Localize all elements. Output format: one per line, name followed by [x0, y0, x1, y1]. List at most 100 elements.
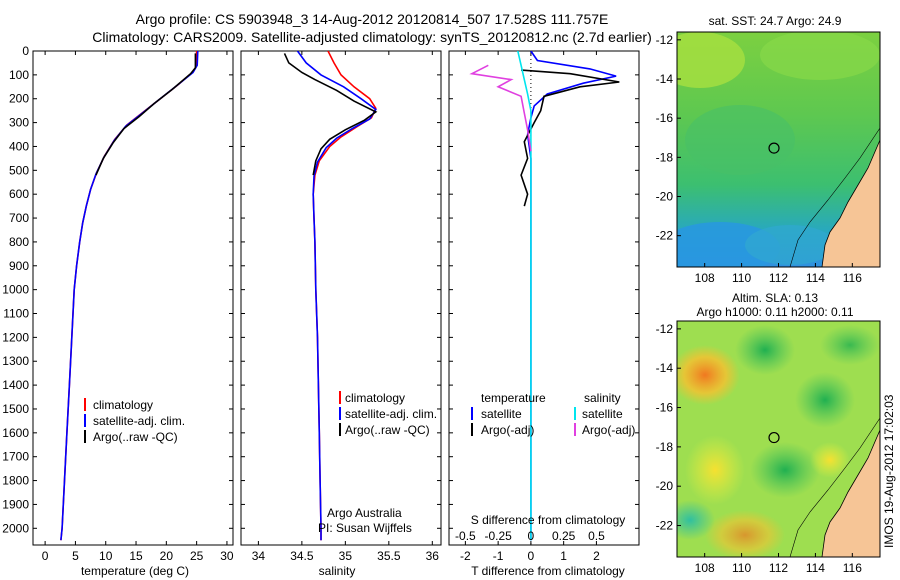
legend-s-satellite: satellite	[582, 407, 623, 421]
legend-s-argo: Argo(-adj)	[582, 423, 635, 437]
header-line1: Argo profile: CS 5903948_3 14-Aug-2012 2…	[136, 11, 609, 27]
salinity-frame	[240, 50, 442, 546]
sst-field	[677, 32, 880, 267]
salinity-legend: climatology satellite-adj. clim. Argo(..…	[339, 391, 437, 437]
map-y-tick-label: -22	[656, 229, 674, 243]
x-tick-label: 35	[339, 549, 353, 563]
salinity-y-ticks	[241, 50, 441, 529]
map-y-tick-label: -22	[656, 519, 674, 533]
map-x-tick-label: 108	[695, 561, 715, 575]
x-tick-label: 34.5	[290, 549, 314, 563]
map-y-tick-label: -16	[656, 401, 674, 415]
sst-mid-patch	[685, 105, 795, 175]
map-x-tick-label: 114	[806, 271, 825, 285]
x-tick-label: 2	[593, 549, 600, 563]
salinity-diff-tick-label: 0.5	[588, 529, 605, 543]
depth-tick-label: 800	[9, 235, 29, 249]
argo-location-marker	[768, 142, 780, 154]
depth-tick-label: 1800	[2, 474, 29, 488]
x-tick-label: 1	[560, 549, 567, 563]
x-tick-label: 0	[42, 549, 49, 563]
legend-title-salinity: salinity	[584, 391, 621, 405]
legend-title-temperature: temperature	[481, 391, 546, 405]
x-tick-label: 10	[99, 549, 113, 563]
sla-low-patch	[820, 325, 880, 365]
salinity-diff-tick-label: 0.25	[552, 529, 576, 543]
salinity-x-axis: 34 34.5 35 35.5 36	[252, 51, 440, 563]
salinity-xlabel: salinity	[319, 564, 356, 578]
sla-landmass	[821, 429, 880, 557]
map-y-tick-label: -20	[656, 479, 674, 493]
x-tick-label: 36	[426, 549, 440, 563]
sla-bathymetry-contour	[789, 417, 880, 557]
salinity-diff-tick-label: -0.25	[484, 529, 512, 543]
salinity-lines	[283, 51, 378, 541]
sla-low-patch	[750, 442, 820, 498]
difference-legend: temperature salinity satellite Argo(-adj…	[471, 391, 635, 437]
x-tick-label: 30	[220, 549, 234, 563]
series-climatology	[312, 51, 377, 541]
sla-high-patch	[685, 435, 745, 505]
temperature-panel: 0100200300400500600700800900100011001200…	[2, 44, 234, 578]
series-s-argo-adj-	[469, 64, 532, 152]
legend-argo: Argo(..raw -QC)	[93, 430, 178, 444]
series-t-satellite	[526, 51, 617, 541]
x-tick-label: 5	[72, 549, 79, 563]
x-tick-label: 20	[160, 549, 174, 563]
map-y-tick-label: -18	[656, 150, 674, 164]
map-x-tick-label: 114	[806, 561, 825, 575]
map-x-tick-label: 110	[732, 271, 751, 285]
x-tick-label: 34	[252, 549, 266, 563]
temperature-frame	[32, 50, 234, 546]
series-argo-raw-qc-	[95, 53, 197, 176]
sla-low-patch	[735, 325, 795, 375]
depth-tick-label: 2000	[2, 521, 29, 535]
legend-argo: Argo(..raw -QC)	[345, 423, 430, 437]
map-y-tick-label: -12	[656, 322, 674, 336]
depth-tick-label: 1700	[2, 450, 29, 464]
series-argo-raw-qc-	[283, 53, 378, 176]
depth-tick-label: 900	[9, 259, 29, 273]
map-y-tick-label: -16	[656, 111, 674, 125]
salinity-diff-scale: -0.5 -0.25 0 0.25 0.5	[455, 529, 605, 543]
x-tick-label: -2	[460, 549, 471, 563]
depth-tick-label: 1400	[2, 378, 29, 392]
series-satellite-adj-clim-	[296, 51, 377, 541]
difference-top-label: S difference from climatology	[471, 513, 626, 527]
depth-tick-label: 0	[22, 44, 29, 58]
temperature-legend: climatology satellite-adj. clim. Argo(..…	[84, 398, 185, 444]
depth-tick-label: 1600	[2, 426, 29, 440]
map-x-tick-label: 116	[843, 271, 862, 285]
map-y-tick-label: -12	[656, 33, 674, 47]
depth-tick-label: 300	[9, 116, 29, 130]
difference-panel: -2 -1 0 1 2 S difference from climatology -0…	[448, 50, 640, 578]
series-t-argo-adj-	[520, 69, 620, 207]
difference-x-axis: -2 -1 0 1 2	[460, 51, 600, 563]
depth-tick-label: 100	[9, 68, 29, 82]
header-line2: Climatology: CARS2009. Satellite-adjuste…	[92, 29, 652, 45]
sla-high-patch	[677, 345, 740, 405]
x-tick-label: 15	[129, 549, 143, 563]
imos-watermark: IMOS 19-Aug-2012 17:02:03	[882, 394, 896, 548]
depth-tick-label: 1500	[2, 402, 29, 416]
annotation-org: Argo Australia	[327, 506, 402, 520]
salinity-diff-tick-label: -0.5	[455, 529, 476, 543]
depth-tick-label: 500	[9, 163, 29, 177]
difference-xlabel: T difference from climatology	[471, 564, 625, 578]
sla-low-patch	[677, 500, 715, 540]
x-tick-label: 35.5	[377, 549, 401, 563]
depth-tick-label: 200	[9, 92, 29, 106]
annotation-pi: PI: Susan Wijffels	[318, 521, 412, 535]
depth-tick-label: 1300	[2, 354, 29, 368]
temperature-xlabel: temperature (deg C)	[81, 564, 189, 578]
map-y-tick-label: -14	[656, 72, 674, 86]
sst-map-title: sat. SST: 24.7 Argo: 24.9	[709, 14, 842, 28]
map-x-tick-label: 116	[843, 561, 862, 575]
sla-map-title-2: Argo h1000: 0.11 h2000: 0.11	[696, 305, 853, 319]
series-s-satellite	[517, 51, 532, 541]
salinity-panel: 34 34.5 35 35.5 36 salinity climatology sate…	[240, 50, 442, 578]
sst-warm-patch	[760, 32, 880, 80]
map-y-tick-label: -18	[656, 440, 674, 454]
salinity-diff-tick-label: 0	[528, 529, 535, 543]
